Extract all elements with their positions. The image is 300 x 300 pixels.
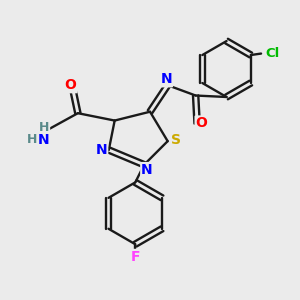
Text: Cl: Cl bbox=[266, 47, 280, 60]
Text: F: F bbox=[130, 250, 140, 264]
Text: O: O bbox=[64, 78, 76, 92]
Text: N: N bbox=[96, 143, 107, 157]
Text: N: N bbox=[38, 133, 50, 147]
Text: H: H bbox=[39, 122, 49, 134]
Text: O: O bbox=[196, 116, 208, 130]
Text: H: H bbox=[27, 133, 38, 146]
Text: N: N bbox=[160, 72, 172, 86]
Text: N: N bbox=[141, 163, 153, 177]
Text: S: S bbox=[171, 133, 181, 147]
